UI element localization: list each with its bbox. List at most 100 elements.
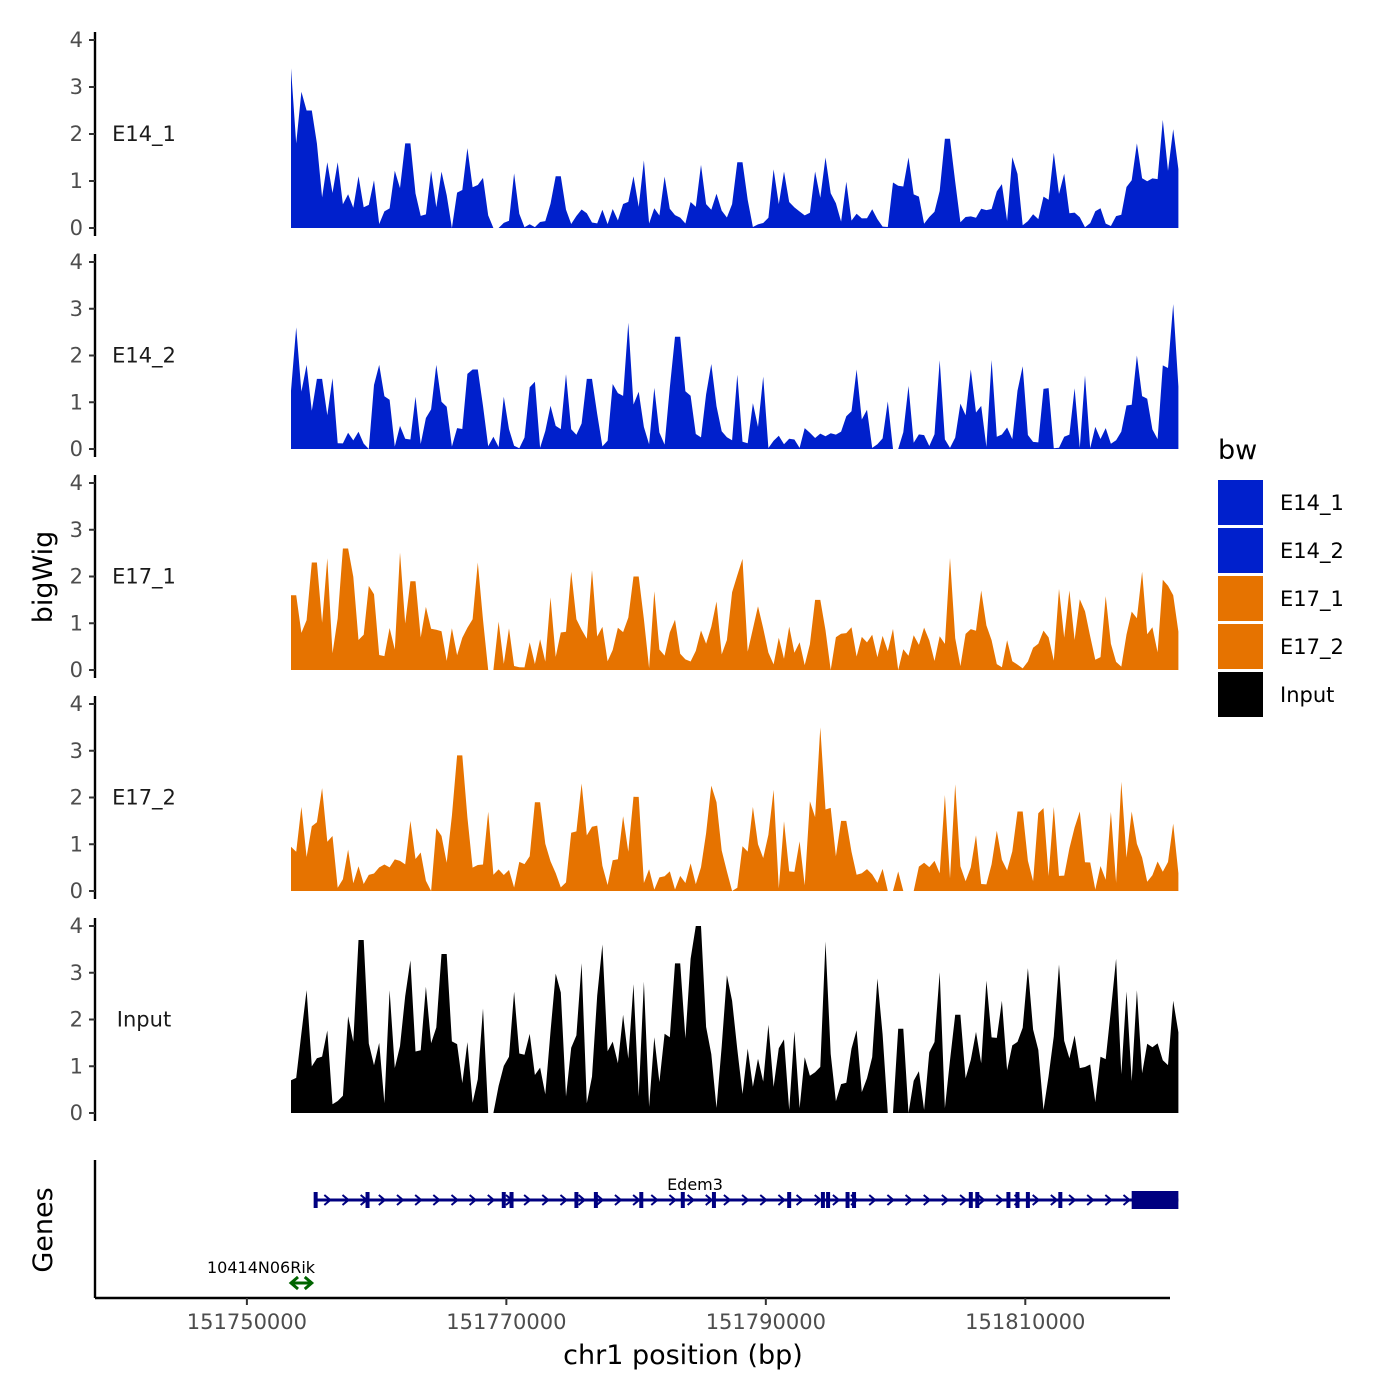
strand-arrow — [650, 1194, 659, 1206]
strand-arrow — [777, 1194, 786, 1206]
genes-axis-title: Genes — [28, 1187, 59, 1272]
track-E14_1: 0 1 2 3 4 E14_1 — [70, 28, 1179, 240]
strand-arrow — [559, 1194, 569, 1206]
legend-item-E14_2: E14_2 — [1218, 528, 1344, 573]
legend-swatch — [1218, 624, 1263, 669]
strand-arrow — [832, 1194, 841, 1206]
strand-arrow — [487, 1194, 496, 1206]
strand-arrow — [995, 1194, 1004, 1206]
strand-arrow — [614, 1194, 623, 1206]
y-tick-label: 2 — [70, 344, 83, 368]
strand-arrow — [941, 1194, 950, 1206]
y-tick-label: 2 — [70, 122, 83, 146]
y-tick-label: 3 — [70, 297, 83, 321]
y-tick-label: 0 — [70, 216, 83, 240]
exon-utr — [1131, 1191, 1179, 1209]
exon — [852, 1192, 857, 1208]
track-E14_2: 0 1 2 3 4 E14_2 — [70, 250, 1179, 461]
gene-track: Edem3 10414N06Rik — [93, 1160, 1179, 1298]
y-tick-label: 3 — [70, 961, 83, 985]
track-Input: 0 1 2 3 4 Input — [70, 914, 1179, 1125]
strand-arrow — [977, 1194, 986, 1206]
signal-area — [291, 548, 1179, 670]
legend-item-E17_2: E17_2 — [1218, 624, 1344, 669]
exon — [1025, 1192, 1030, 1208]
gene-label: 10414N06Rik — [207, 1258, 316, 1277]
exon — [826, 1192, 831, 1208]
exon — [787, 1192, 792, 1208]
legend-label: E17_2 — [1280, 635, 1344, 660]
track-label: E17_1 — [112, 565, 176, 590]
y-tick-label: 3 — [70, 518, 83, 542]
legend-label: E17_1 — [1280, 587, 1344, 612]
strand-arrow — [795, 1194, 805, 1206]
exon — [820, 1192, 825, 1208]
exon — [574, 1192, 579, 1208]
x-tick-label: 151810000 — [965, 1310, 1085, 1334]
strand-arrow — [632, 1194, 641, 1206]
signal-area — [291, 926, 1179, 1113]
exon — [1006, 1192, 1011, 1208]
exon — [365, 1192, 370, 1208]
track-label: E14_1 — [112, 122, 176, 147]
legend-item-E14_1: E14_1 — [1218, 480, 1344, 525]
gene-10414N06Rik: 10414N06Rik — [207, 1258, 316, 1291]
legend-swatch — [1218, 576, 1263, 621]
exon — [845, 1192, 850, 1208]
strand-arrow — [450, 1194, 460, 1206]
exon — [313, 1192, 318, 1208]
strand-arrow — [396, 1194, 405, 1206]
y-tick-label: 4 — [70, 250, 83, 274]
track-label: E17_2 — [112, 786, 176, 811]
strand-arrow — [1068, 1194, 1077, 1206]
exon — [501, 1192, 506, 1208]
y-tick-label: 0 — [70, 658, 83, 682]
legend-swatch — [1218, 480, 1263, 525]
exon — [593, 1192, 598, 1208]
y-tick-label: 2 — [70, 1008, 83, 1032]
legend: bw E14_1 E14_2 E17_1 E17_2 Input — [1218, 435, 1344, 717]
y-tick-label: 0 — [70, 437, 83, 461]
y-tick-label: 3 — [70, 75, 83, 99]
signal-area — [291, 68, 1179, 228]
strand-arrow — [468, 1194, 478, 1206]
signal-area — [291, 304, 1179, 449]
y-tick-label: 3 — [70, 739, 83, 763]
legend-label: E14_2 — [1280, 539, 1344, 564]
strand-arrow — [1122, 1194, 1132, 1206]
signal-area — [291, 727, 1179, 891]
strand-arrow — [886, 1194, 895, 1206]
legend-item-Input: Input — [1218, 672, 1334, 717]
track-E17_2: 0 1 2 3 4 E17_2 — [70, 692, 1179, 903]
exon — [1015, 1192, 1020, 1208]
strand-arrow — [723, 1194, 732, 1206]
y-tick-label: 1 — [70, 832, 83, 856]
exon — [639, 1192, 644, 1208]
legend-label: E14_1 — [1280, 491, 1344, 516]
strand-arrow — [323, 1194, 332, 1206]
strand-arrow — [741, 1194, 750, 1206]
strand-arrow — [868, 1194, 877, 1206]
y-tick-label: 2 — [70, 565, 83, 589]
exon — [680, 1192, 685, 1208]
exon — [968, 1192, 973, 1208]
exon — [1058, 1192, 1063, 1208]
x-axis-title: chr1 position (bp) — [563, 1340, 803, 1371]
y-tick-label: 1 — [70, 169, 83, 193]
strand-arrow — [959, 1194, 968, 1206]
strand-arrow — [414, 1194, 423, 1206]
gene-Edem3: Edem3 — [313, 1175, 1179, 1209]
legend-label: Input — [1280, 683, 1334, 707]
x-tick-label: 151750000 — [187, 1310, 307, 1334]
strand-arrow — [705, 1194, 714, 1206]
legend-item-E17_1: E17_1 — [1218, 576, 1344, 621]
y-tick-label: 0 — [70, 1101, 83, 1125]
strand-arrow — [523, 1194, 532, 1206]
strand-arrow — [378, 1194, 387, 1206]
y-tick-label: 4 — [70, 28, 83, 52]
legend-swatch — [1218, 528, 1263, 573]
y-tick-label: 1 — [70, 611, 83, 635]
x-tick-label: 151770000 — [446, 1310, 566, 1334]
legend-title: bw — [1218, 435, 1257, 466]
